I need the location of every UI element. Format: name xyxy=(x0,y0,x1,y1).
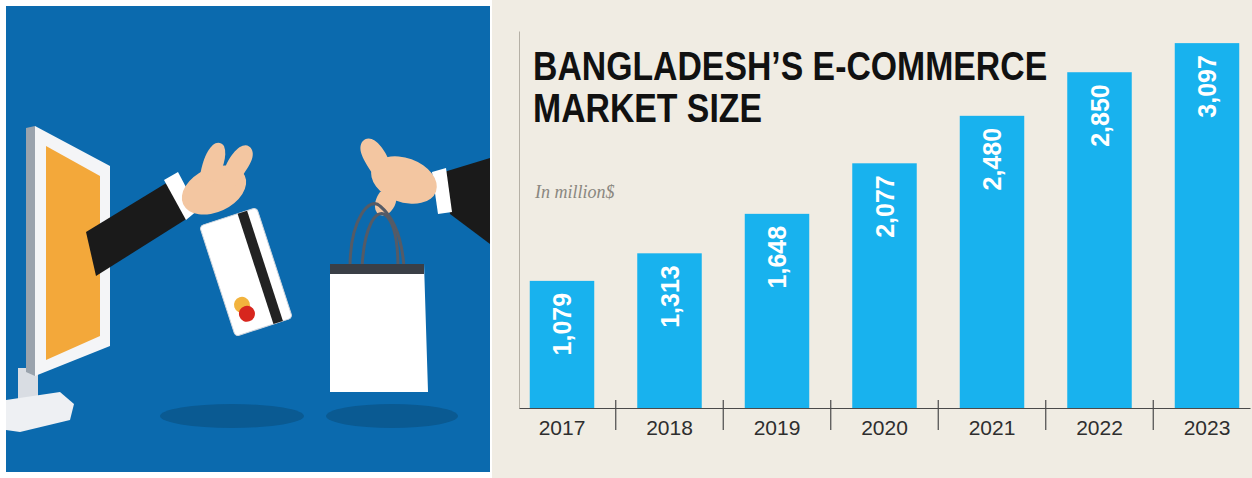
data-label: 1,313 xyxy=(656,265,684,328)
illustration-background xyxy=(6,6,490,472)
bag-handle xyxy=(350,204,404,268)
x-tick: 2019 xyxy=(754,408,801,439)
data-label: 2,480 xyxy=(978,128,1006,191)
x-tick: 2023 xyxy=(1184,408,1231,439)
bag xyxy=(330,264,428,392)
bar xyxy=(745,214,810,408)
data-label: 3,097 xyxy=(1193,55,1221,118)
x-tick-label: 2017 xyxy=(539,416,586,439)
chart-background xyxy=(492,0,1252,478)
x-tick-label: 2021 xyxy=(969,416,1016,439)
chart-subtitle: In million$ xyxy=(534,182,615,202)
x-tick-label: 2020 xyxy=(861,416,908,439)
separator xyxy=(723,400,724,430)
card-logo xyxy=(237,304,257,324)
finger xyxy=(360,138,392,182)
data-label: 2,850 xyxy=(1086,84,1114,147)
x-tick: 2022 xyxy=(1076,408,1123,439)
x-tick: 2017 xyxy=(539,408,586,439)
x-axis: 2017 2018 2019 2020 2021 2022 2023 xyxy=(520,408,1251,439)
separator xyxy=(615,400,616,430)
monitor-base xyxy=(6,392,74,432)
separator xyxy=(1153,400,1154,430)
bar xyxy=(960,116,1025,408)
bar xyxy=(1067,72,1132,408)
bar xyxy=(852,163,917,408)
finger xyxy=(222,145,253,186)
x-tick: 2018 xyxy=(646,408,693,439)
x-tick: 2020 xyxy=(861,408,908,439)
bar xyxy=(637,253,702,408)
chart-title: BANGLADESH’S E-COMMERCEMARKET SIZE xyxy=(533,43,1047,130)
bag-handle xyxy=(362,213,398,268)
finger xyxy=(200,143,225,182)
x-tick-label: 2019 xyxy=(754,416,801,439)
card xyxy=(200,208,293,337)
bars xyxy=(530,43,1240,408)
y-axis xyxy=(519,32,520,409)
bar xyxy=(530,281,595,408)
data-label: 2,077 xyxy=(871,175,899,238)
bar xyxy=(1175,43,1240,408)
sleeve xyxy=(444,158,490,244)
chart-title-line: MARKET SIZE xyxy=(533,85,762,130)
data-label: 1,648 xyxy=(763,226,791,289)
y-axis-line xyxy=(519,32,520,409)
monitor-side xyxy=(26,126,35,376)
category-separators xyxy=(616,400,1154,430)
data-label: 1,079 xyxy=(548,293,576,356)
illustration xyxy=(6,6,490,472)
x-tick: 2021 xyxy=(969,408,1016,439)
x-tick-label: 2018 xyxy=(646,416,693,439)
chart-title-line: BANGLADESH’S E-COMMERCE xyxy=(533,43,1047,88)
sleeve xyxy=(86,182,188,276)
shadow xyxy=(326,404,458,428)
x-axis-line xyxy=(520,408,1251,409)
card-stripe xyxy=(238,211,283,324)
card-body xyxy=(200,208,293,337)
separator xyxy=(830,400,831,430)
separator xyxy=(938,400,939,430)
x-tick-label: 2022 xyxy=(1076,416,1123,439)
bag-rim xyxy=(330,264,424,274)
x-tick-label: 2023 xyxy=(1184,416,1231,439)
shadow xyxy=(160,404,304,428)
separator xyxy=(1045,400,1046,430)
